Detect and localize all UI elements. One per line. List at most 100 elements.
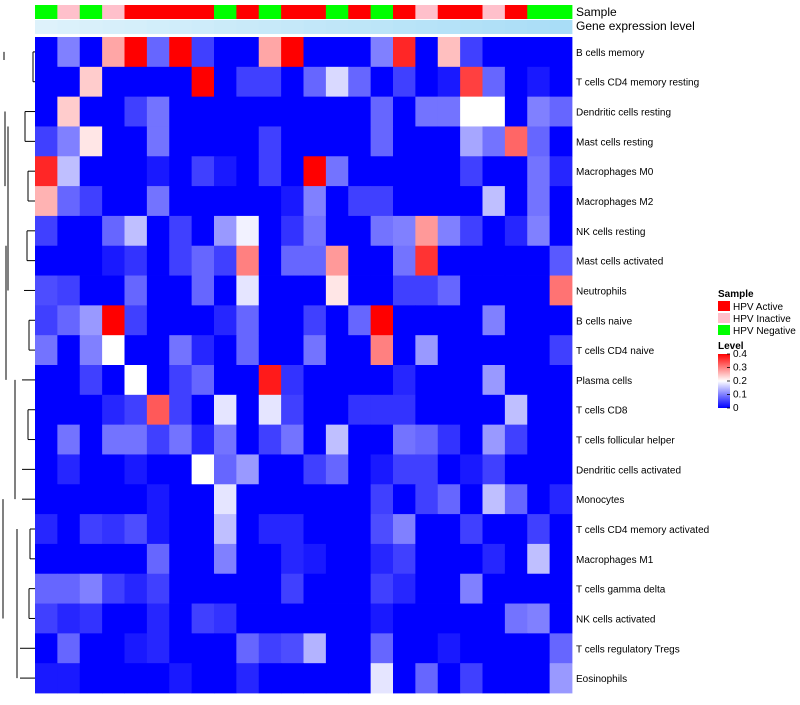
- heatmap-cell: [214, 66, 237, 98]
- heatmap-cell: [281, 365, 304, 396]
- legend-swatch: [718, 313, 730, 323]
- heatmap-cell: [370, 573, 394, 604]
- sample-annotation-cell: [35, 5, 58, 19]
- heatmap-cell: [549, 96, 573, 127]
- heatmap-cell: [281, 186, 304, 217]
- heatmap-cell: [482, 454, 506, 485]
- heatmap-cell: [281, 663, 304, 694]
- heatmap-cell: [549, 37, 573, 68]
- heatmap-cell: [191, 186, 215, 217]
- heatmap-cell: [370, 394, 394, 426]
- heatmap-cell: [415, 394, 439, 426]
- heatmap-cell: [102, 633, 125, 664]
- heatmap-cell: [102, 573, 125, 604]
- heatmap-cell: [258, 514, 282, 545]
- expression-annotation-bar: [35, 20, 573, 34]
- heatmap-cell: [124, 245, 148, 276]
- heatmap-cell: [482, 514, 506, 545]
- heatmap-cell: [303, 66, 327, 98]
- heatmap-cell: [393, 394, 416, 426]
- heatmap-cell: [549, 484, 573, 515]
- heatmap-cell: [236, 305, 260, 336]
- heatmap-cell: [146, 514, 170, 545]
- expression-annotation-cell: [57, 20, 81, 34]
- heatmap-cell: [504, 603, 528, 634]
- heatmap-cell: [102, 603, 125, 634]
- heatmap-cell: [393, 573, 416, 604]
- heatmap-cell: [79, 603, 103, 634]
- heatmap-cell: [482, 365, 506, 396]
- heatmap-cell: [393, 215, 416, 247]
- heatmap-cell: [303, 573, 327, 604]
- heatmap-cell: [35, 394, 58, 426]
- heatmap-cell: [437, 484, 461, 515]
- expression-annotation-cell: [348, 20, 372, 34]
- heatmap-cell: [191, 305, 215, 336]
- heatmap-cell: [482, 126, 506, 157]
- heatmap-cell: [35, 275, 58, 306]
- heatmap-cell: [191, 126, 215, 157]
- heatmap-cell: [214, 156, 237, 187]
- heatmap-cell: [325, 603, 349, 634]
- heatmap-cell: [437, 215, 461, 247]
- heatmap-cell: [214, 335, 237, 366]
- heatmap-cell: [348, 335, 372, 366]
- expression-annotation-cell: [79, 20, 103, 34]
- heatmap-cell: [236, 514, 260, 545]
- heatmap-cell: [527, 454, 551, 485]
- heatmap-cell: [527, 603, 551, 634]
- heatmap-cell: [549, 126, 573, 157]
- heatmap-cell: [527, 275, 551, 306]
- heatmap-cell: [325, 245, 349, 276]
- heatmap-cell: [460, 96, 483, 127]
- legend-tick-label: 0.1: [733, 390, 747, 401]
- heatmap-cell: [527, 663, 551, 694]
- heatmap-cell: [393, 514, 416, 545]
- heatmap-cell: [325, 275, 349, 306]
- heatmap-cell: [169, 573, 193, 604]
- heatmap-cell: [504, 454, 528, 485]
- heatmap-cell: [437, 245, 461, 276]
- heatmap-cell: [236, 96, 260, 127]
- heatmap-cell: [415, 573, 439, 604]
- heatmap-cell: [415, 66, 439, 98]
- heatmap-cell: [281, 126, 304, 157]
- heatmap-cell: [214, 424, 237, 455]
- heatmap-cell: [102, 454, 125, 485]
- heatmap-cell: [549, 215, 573, 247]
- row-label: T cells regulatory Tregs: [576, 644, 680, 655]
- heatmap-cell: [214, 305, 237, 336]
- heatmap-cell: [169, 156, 193, 187]
- heatmap-cell: [325, 126, 349, 157]
- heatmap-cell: [348, 394, 372, 426]
- heatmap-cell: [57, 126, 81, 157]
- heatmap-cell: [437, 156, 461, 187]
- heatmap-cell: [35, 37, 58, 68]
- row-dendrogram: [2, 51, 35, 679]
- heatmap-cell: [370, 543, 394, 575]
- heatmap-cell: [325, 96, 349, 127]
- heatmap-cell: [437, 454, 461, 485]
- heatmap-cell: [57, 37, 81, 68]
- heatmap-cell: [437, 424, 461, 455]
- heatmap-cell: [146, 633, 170, 664]
- heatmap-cell: [527, 394, 551, 426]
- heatmap-cell: [460, 603, 483, 634]
- heatmap-cell: [482, 305, 506, 336]
- heatmap-cell: [57, 543, 81, 575]
- heatmap-cell: [393, 365, 416, 396]
- heatmap-cell: [214, 275, 237, 306]
- heatmap-cell: [79, 126, 103, 157]
- heatmap-cell: [415, 543, 439, 575]
- heatmap-cell: [169, 245, 193, 276]
- heatmap-cell: [370, 335, 394, 366]
- row-label: NK cells activated: [576, 614, 655, 625]
- heatmap-cell: [169, 543, 193, 575]
- heatmap-cell: [393, 454, 416, 485]
- heatmap-cell: [214, 514, 237, 545]
- heatmap-cell: [281, 305, 304, 336]
- heatmap-cell: [325, 454, 349, 485]
- heatmap-cell: [236, 156, 260, 187]
- heatmap-cell: [504, 275, 528, 306]
- heatmap-cell: [102, 37, 125, 68]
